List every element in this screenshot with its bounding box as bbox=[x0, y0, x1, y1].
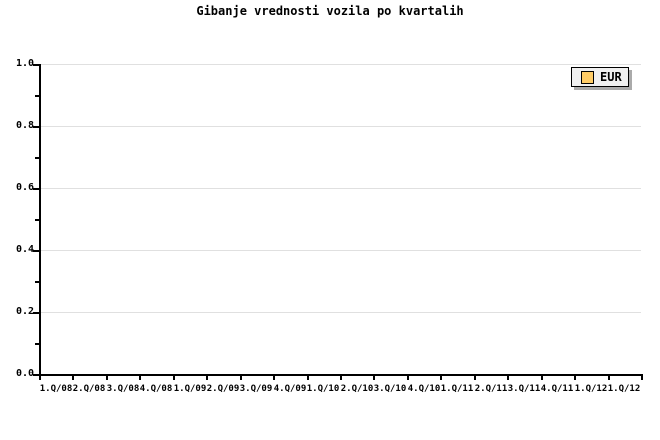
y-axis-minor-tick bbox=[35, 343, 39, 345]
x-axis-tick-label: 4.Q/11 bbox=[540, 384, 574, 394]
y-axis-tick bbox=[33, 250, 39, 252]
x-axis-tick-label: 4.Q/09 bbox=[273, 384, 307, 394]
y-axis-tick bbox=[33, 126, 39, 128]
y-gridline bbox=[41, 250, 641, 251]
x-axis-tick-label: 1.Q/12 bbox=[574, 384, 608, 394]
y-axis-tick-label: 0.8 bbox=[15, 120, 34, 131]
chart-title: Gibanje vrednosti vozila po kvartalih bbox=[196, 4, 464, 18]
x-axis-tick bbox=[641, 376, 643, 380]
y-axis-tick-label: 1.0 bbox=[15, 58, 34, 69]
x-axis-tick bbox=[440, 376, 442, 380]
x-axis-tick-label: 3.Q/10 bbox=[373, 384, 407, 394]
x-axis-tick-label: 4.Q/10 bbox=[407, 384, 441, 394]
x-axis-tick-label: 4.Q/08 bbox=[139, 384, 173, 394]
x-axis-tick bbox=[206, 376, 208, 380]
x-axis-tick bbox=[39, 376, 41, 380]
x-axis-tick-label: 3.Q/08 bbox=[106, 384, 140, 394]
x-axis-tick bbox=[574, 376, 576, 380]
y-axis-tick-label: 0.2 bbox=[15, 306, 34, 317]
y-axis-line bbox=[39, 64, 41, 376]
x-axis-tick-label: 2.Q/09 bbox=[206, 384, 240, 394]
x-axis-line bbox=[39, 374, 643, 376]
y-axis-tick bbox=[33, 64, 39, 66]
x-axis-tick bbox=[407, 376, 409, 380]
y-axis-minor-tick bbox=[35, 157, 39, 159]
x-axis-tick-label: 1.Q/12 bbox=[607, 384, 641, 394]
x-axis-tick bbox=[240, 376, 242, 380]
x-axis-tick bbox=[273, 376, 275, 380]
y-axis-tick-label: 0.6 bbox=[15, 182, 34, 193]
legend-swatch-eur bbox=[581, 70, 594, 84]
x-axis-tick-label: 2.Q/11 bbox=[474, 384, 508, 394]
y-axis-tick bbox=[33, 374, 39, 376]
y-axis-tick-label: 0.4 bbox=[15, 244, 34, 255]
x-axis-tick bbox=[340, 376, 342, 380]
y-axis-tick bbox=[33, 312, 39, 314]
x-axis-tick-label: 1.Q/08 bbox=[39, 384, 73, 394]
x-axis-tick bbox=[307, 376, 309, 380]
x-axis-tick bbox=[608, 376, 610, 380]
x-axis-tick bbox=[541, 376, 543, 380]
x-axis-tick-label: 3.Q/09 bbox=[239, 384, 273, 394]
x-axis-tick-label: 2.Q/08 bbox=[72, 384, 106, 394]
x-axis-tick bbox=[474, 376, 476, 380]
x-axis-tick-label: 1.Q/11 bbox=[440, 384, 474, 394]
y-axis-tick-label: 0.0 bbox=[15, 368, 34, 379]
y-gridline bbox=[41, 64, 641, 65]
y-axis-minor-tick bbox=[35, 95, 39, 97]
x-axis-tick-label: 1.Q/10 bbox=[306, 384, 340, 394]
y-axis-minor-tick bbox=[35, 281, 39, 283]
legend-label-eur: EUR bbox=[600, 70, 622, 84]
x-axis-tick bbox=[139, 376, 141, 380]
x-axis-tick-label: 3.Q/11 bbox=[507, 384, 541, 394]
x-axis-tick bbox=[373, 376, 375, 380]
legend: EUR bbox=[571, 67, 629, 87]
y-gridline bbox=[41, 188, 641, 189]
x-axis-tick-label: 2.Q/10 bbox=[340, 384, 374, 394]
y-axis-minor-tick bbox=[35, 219, 39, 221]
y-gridline bbox=[41, 312, 641, 313]
x-axis-tick bbox=[507, 376, 509, 380]
x-axis-tick bbox=[72, 376, 74, 380]
y-gridline bbox=[41, 126, 641, 127]
x-axis-tick-label: 1.Q/09 bbox=[173, 384, 207, 394]
x-axis-tick bbox=[106, 376, 108, 380]
y-axis-tick bbox=[33, 188, 39, 190]
x-axis-tick bbox=[173, 376, 175, 380]
